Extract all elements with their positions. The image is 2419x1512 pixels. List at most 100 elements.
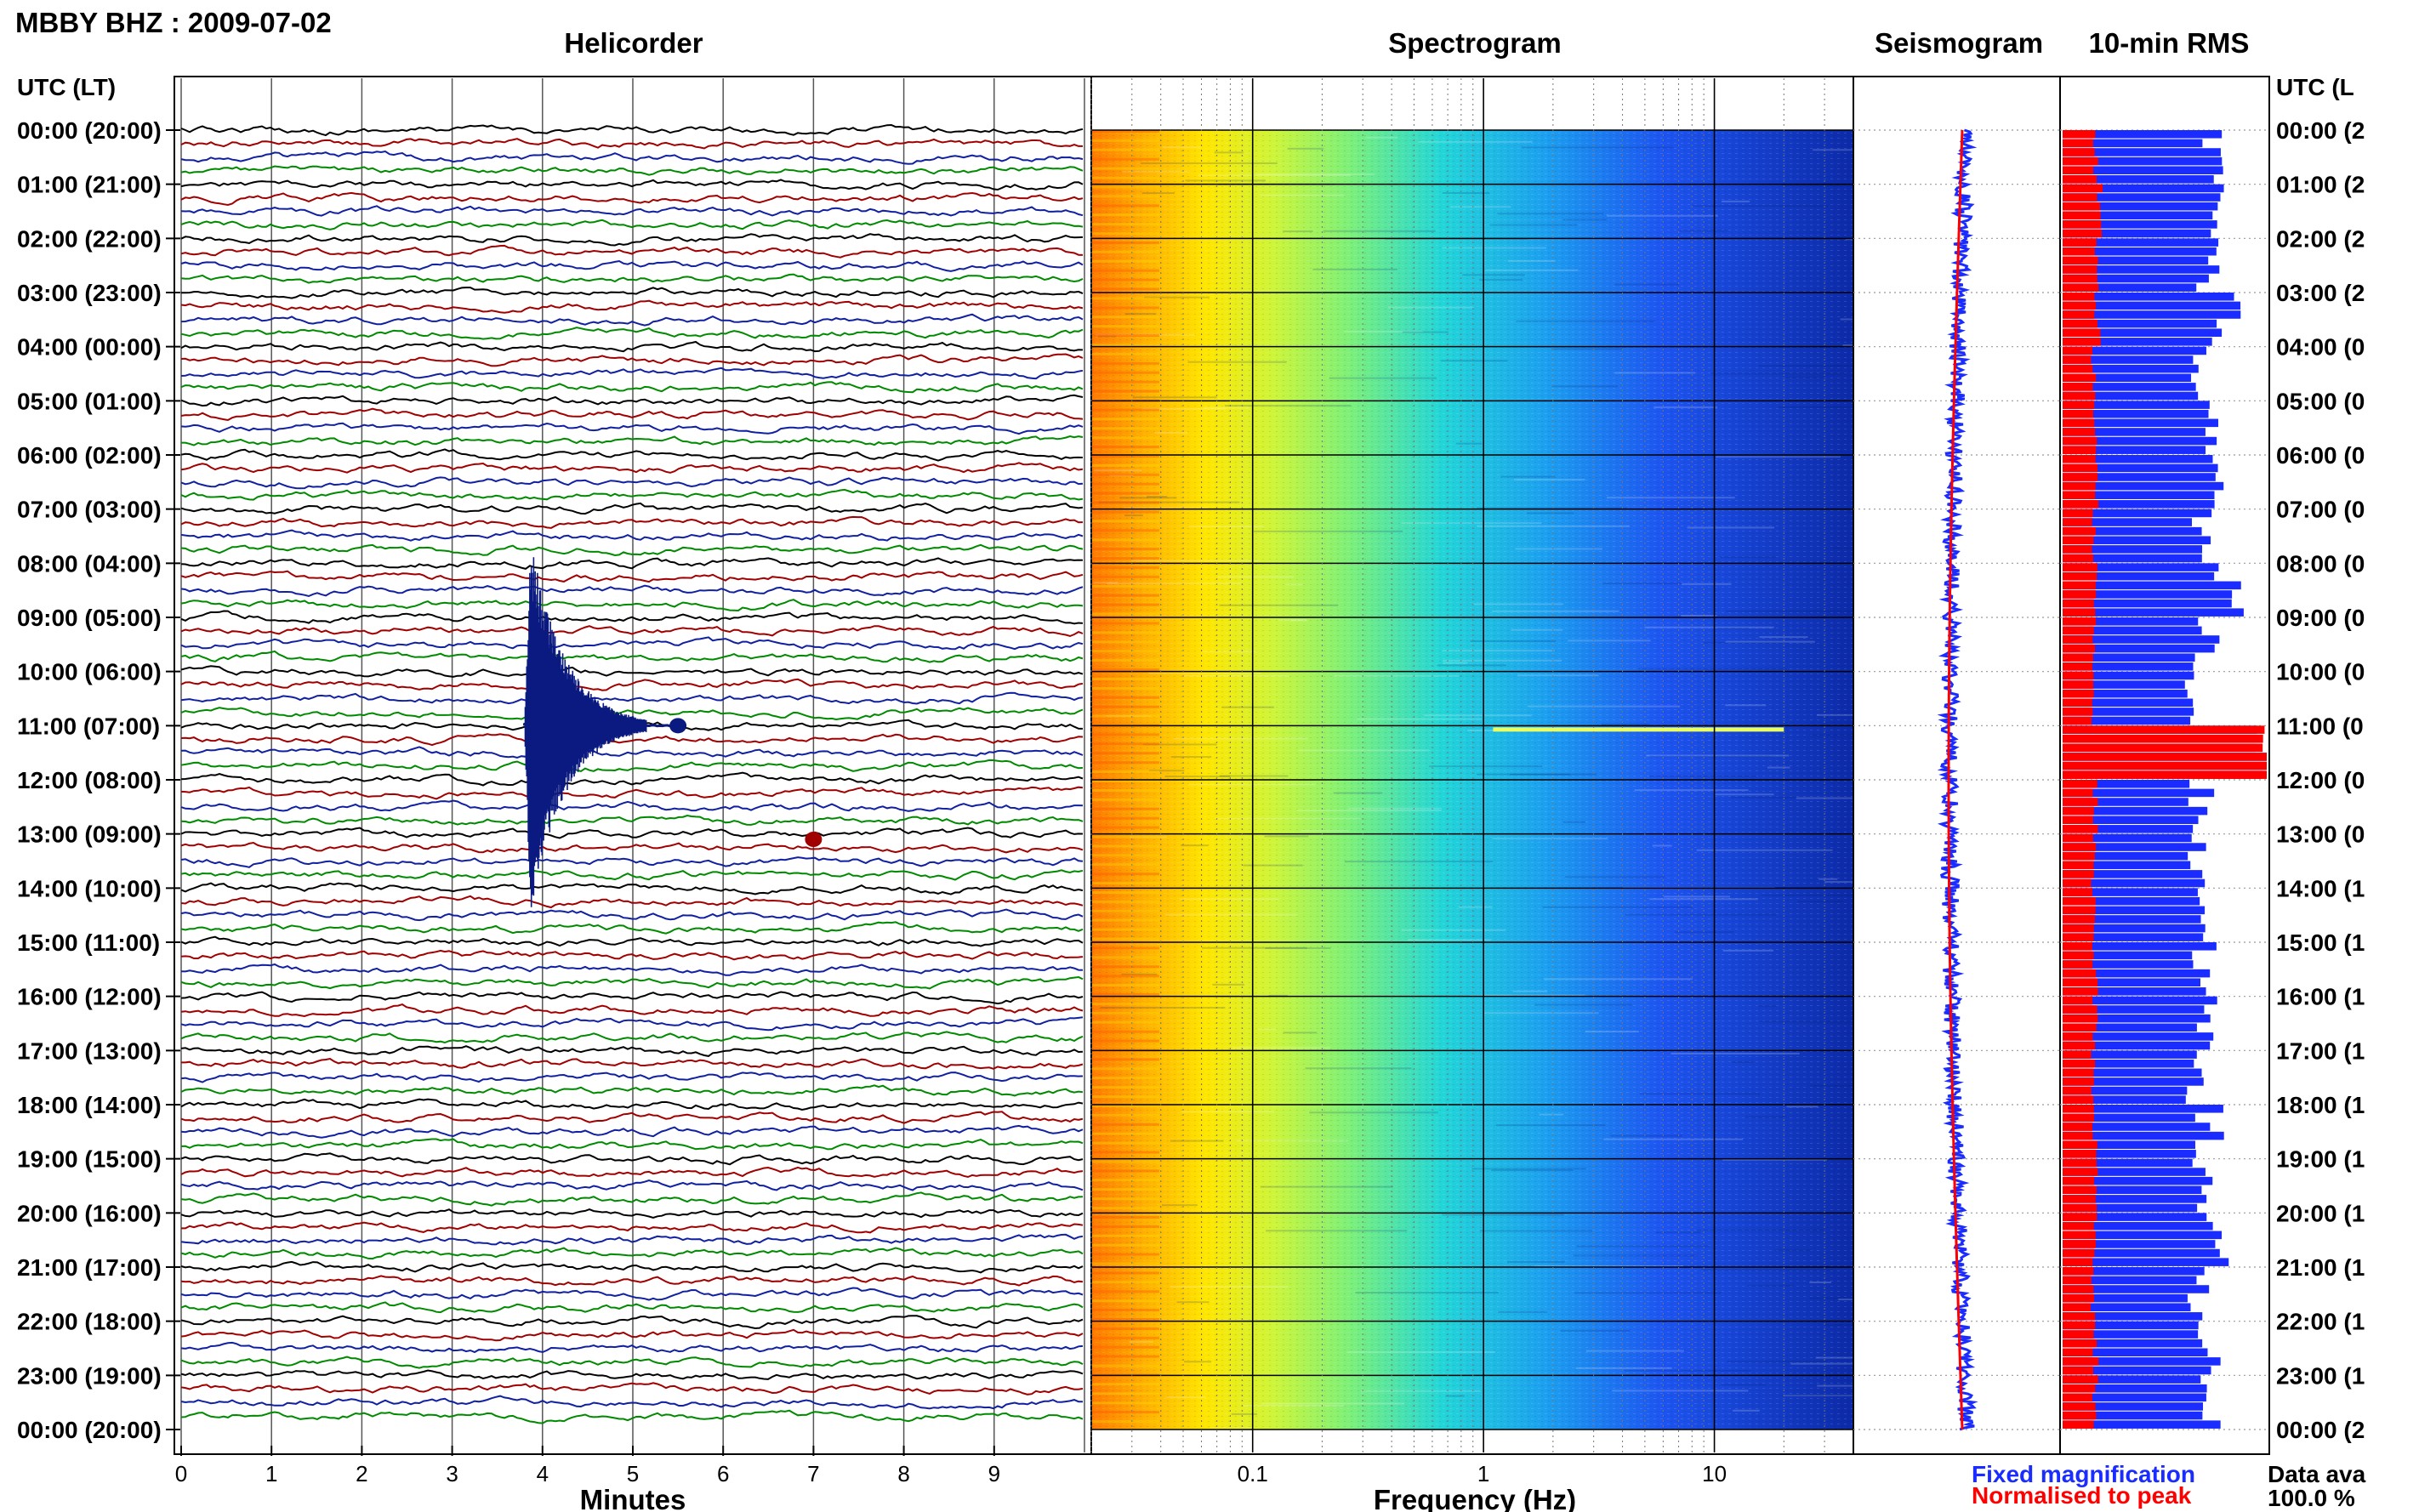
helicorder-trace [180, 448, 1084, 462]
spectrogram-speckle [1649, 898, 1758, 901]
rms-bar-normalised [2063, 436, 2097, 446]
rms-bar-normalised [2063, 401, 2095, 409]
spectrogram-speckle [1562, 219, 1608, 221]
minute-tick-label: 1 [265, 1461, 277, 1486]
rms-bar-normalised [2063, 1293, 2095, 1303]
rms-bar-normalised [2063, 1213, 2097, 1221]
hour-labels-left: 00:00 (20:00) 01:00 (21:00) 02:00 (22:00) 0… [17, 117, 162, 1443]
rms-bar-fixed [2063, 536, 2211, 545]
rms-bar-normalised [2063, 1195, 2096, 1203]
helicorder-trace [180, 123, 1084, 137]
spectrogram-speckle [1568, 639, 1651, 642]
rms-bar-fixed [2063, 319, 2217, 328]
spectrogram-band [1091, 890, 1159, 894]
spectrogram-speckle [1147, 496, 1168, 498]
spectrogram-speckle [1681, 583, 1732, 585]
spectrogram-speckle [1786, 1106, 1819, 1108]
rms-bar-fixed [2063, 870, 2203, 878]
spectrogram-speckle [1188, 783, 1316, 786]
rms-bar-normalised [2063, 1176, 2095, 1185]
rms-bar-fixed [2063, 1014, 2211, 1023]
helicorder-trace [180, 407, 1084, 422]
legend-fixed-magnification: Fixed magnification [1972, 1461, 2195, 1487]
rms-bar-normalised [2063, 554, 2094, 563]
spectrogram-speckle [1221, 706, 1274, 708]
helicorder-trace [180, 259, 1084, 272]
hour-label-right: 21:00 (1 [2276, 1254, 2365, 1281]
spectrogram-speckle [1514, 479, 1585, 481]
spectrogram-band [1091, 1401, 1159, 1405]
spectrogram-band [1091, 863, 1159, 867]
rms-bar-fixed [2063, 220, 2217, 229]
spectrogram-band [1091, 900, 1159, 903]
spectrogram-speckle [1606, 214, 1718, 217]
helicorder-trace [180, 488, 1084, 501]
spectrogram-band [1091, 1318, 1159, 1322]
rms-bar-normalised [2063, 518, 2092, 526]
frequency-tick-label: 1 [1477, 1461, 1489, 1486]
spectrogram-speckle [1761, 894, 1898, 896]
spectrogram-speckle [1774, 1249, 1813, 1252]
spectrogram-speckle [1130, 836, 1167, 838]
helicorder-trace [180, 1111, 1084, 1124]
rms-bar-normalised [2063, 1005, 2097, 1014]
spectrogram-speckle [1418, 140, 1533, 143]
spectrogram-band [1091, 463, 1159, 467]
spectrogram-speckle [1109, 475, 1134, 477]
spectrogram-speckle [1767, 766, 1790, 769]
spectrogram-speckle [1716, 456, 1841, 458]
rms-bar-fixed [2063, 274, 2209, 283]
rms-bar-normalised [2063, 1312, 2096, 1321]
spectrogram-speckle [1098, 501, 1240, 503]
spectrogram-speckle [1100, 1006, 1226, 1009]
rms-bar-fixed [2063, 418, 2218, 428]
rms-bar-fixed [2063, 1059, 2194, 1068]
spectrogram-band [1091, 306, 1159, 310]
helicorder-trace [180, 733, 1084, 747]
spectrogram-speckle [1495, 1124, 1606, 1127]
rms-bar-fixed [2063, 960, 2194, 969]
minute-tick-label: 3 [446, 1461, 458, 1486]
spectrogram-speckle [1585, 1350, 1684, 1352]
spectrogram-speckle [1778, 406, 1851, 408]
spectrogram-speckle [1564, 876, 1665, 878]
spectrogram-band [1091, 389, 1159, 393]
rms-bar-normalised [2063, 780, 2097, 788]
rms-bar-fixed [2063, 1221, 2213, 1231]
rms-bar-normalised [2063, 1384, 2096, 1393]
spectrogram-speckle [1722, 200, 1750, 202]
spectrogram-band [1091, 761, 1159, 765]
hour-label-right: 10:00 (0 [2276, 659, 2365, 685]
spectrogram-speckle [1094, 469, 1142, 472]
rms-title: 10-min RMS [2089, 27, 2250, 59]
spectrogram-band [1091, 835, 1159, 838]
small-event-marker [805, 832, 822, 847]
rms-bar-normalised [2063, 1140, 2097, 1149]
spectrogram-band [1091, 668, 1159, 672]
spectrogram-speckle [1534, 1265, 1683, 1267]
helicorder-trace [180, 1031, 1084, 1044]
spectrogram-band [1091, 380, 1159, 384]
helicorder-trace [180, 869, 1084, 881]
spectrogram-band [1091, 1215, 1159, 1219]
hour-label: 14:00 (10:00) [17, 875, 162, 901]
legend-normalised-to-peak: Normalised to peak [1972, 1482, 2192, 1509]
helicorder-trace [181, 435, 1084, 446]
rms-bar-fixed [2063, 491, 2215, 499]
helicorder-trace [180, 771, 1084, 787]
spectrogram-speckle [1783, 1395, 1901, 1397]
spectrogram-speckle [1722, 949, 1773, 952]
rms-bar-normalised [2063, 716, 2092, 725]
spectrogram-speckle [1455, 442, 1483, 445]
rms-bar-fixed [2063, 301, 2241, 310]
rms-bar-normalised [2063, 825, 2098, 833]
rms-bar-fixed [2063, 833, 2192, 843]
rms-bar-fixed [2063, 1339, 2203, 1348]
helicorder-trace [180, 665, 1084, 678]
rms-bar-fixed [2063, 526, 2202, 536]
spectrogram-speckle [1639, 1093, 1761, 1095]
spectrogram-speckle [1477, 525, 1630, 527]
rms-bar-normalised [2063, 1158, 2097, 1168]
spectrogram-speckle [1142, 743, 1217, 746]
rms-bar-fixed [2063, 1384, 2207, 1393]
